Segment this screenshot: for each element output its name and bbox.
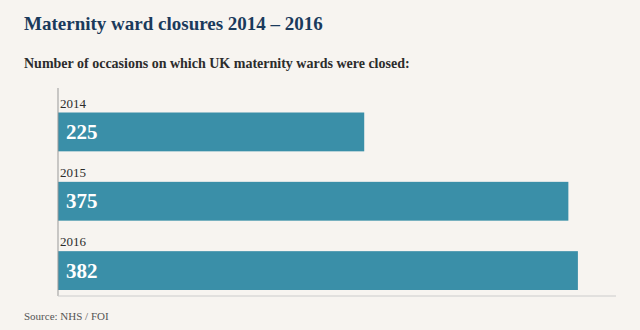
- category-label: 2014: [60, 96, 87, 111]
- background: [0, 0, 640, 330]
- source-note: Source: NHS / FOI: [24, 310, 109, 322]
- bars: [58, 113, 578, 290]
- category-label: 2015: [60, 165, 86, 180]
- bar: [58, 251, 578, 290]
- data-label: 225: [66, 120, 98, 144]
- x-axis-line: [58, 296, 616, 297]
- chart-container: Maternity ward closures 2014 – 2016 Numbe…: [0, 0, 640, 330]
- data-label: 382: [66, 259, 98, 283]
- y-axis-line: [58, 88, 59, 296]
- bar: [58, 113, 364, 152]
- bar: [58, 182, 568, 221]
- chart-svg: Maternity ward closures 2014 – 2016 Numbe…: [0, 0, 640, 330]
- subtitle: Number of occasions on which UK maternit…: [24, 56, 410, 71]
- labels: 2014 225 2015 375 2016 382: [60, 96, 98, 283]
- title: Maternity ward closures 2014 – 2016: [24, 13, 323, 34]
- category-label: 2016: [60, 234, 87, 249]
- data-label: 375: [66, 189, 98, 213]
